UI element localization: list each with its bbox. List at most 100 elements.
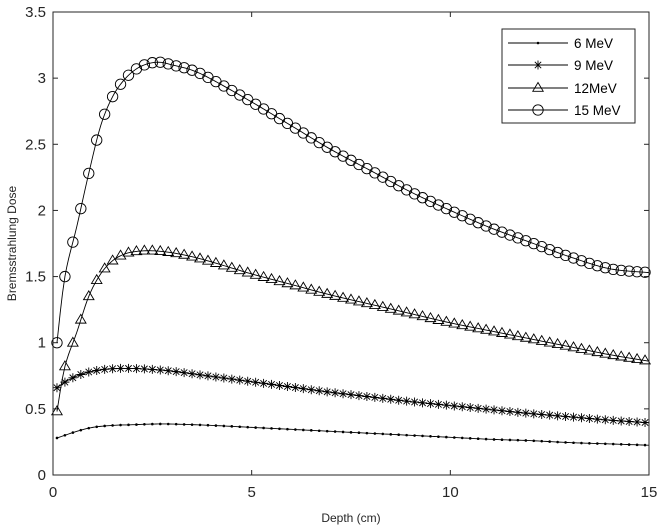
data-point <box>122 246 135 257</box>
data-point <box>257 270 270 281</box>
legend-swatch-marker <box>531 81 545 92</box>
data-point <box>162 245 175 256</box>
data-point <box>448 317 461 328</box>
data-point <box>440 202 453 215</box>
data-point <box>330 388 340 398</box>
data-point <box>162 58 174 70</box>
data-point <box>524 439 528 442</box>
data-point <box>222 424 226 428</box>
data-point <box>108 364 118 374</box>
data-point <box>631 266 643 278</box>
data-point <box>480 323 493 334</box>
data-point <box>100 364 110 374</box>
data-point <box>472 322 485 333</box>
data-point <box>241 266 254 277</box>
data-point <box>476 437 480 441</box>
y-tick-label: 0 <box>38 467 46 484</box>
data-point <box>265 272 278 284</box>
legend-label: 6 MeV <box>574 36 613 51</box>
data-point <box>548 440 551 443</box>
data-point <box>337 291 350 302</box>
data-point <box>368 298 381 310</box>
data-point <box>290 383 300 393</box>
data-point <box>63 433 67 437</box>
data-point <box>147 364 157 374</box>
data-point <box>146 57 158 69</box>
data-point <box>643 443 647 447</box>
data-point <box>551 246 564 259</box>
data-point <box>416 192 429 204</box>
y-tick-label: 1 <box>38 335 46 352</box>
data-point <box>397 433 400 437</box>
data-point <box>543 336 556 347</box>
data-point <box>389 433 393 436</box>
data-point <box>305 283 318 294</box>
data-point <box>536 240 548 253</box>
data-point <box>154 56 166 68</box>
data-point <box>186 250 199 261</box>
y-tick-label: 0.5 <box>25 401 46 418</box>
data-point <box>559 339 572 350</box>
data-point <box>591 345 604 357</box>
data-point <box>59 270 71 283</box>
legend-entry: 9 MeV <box>508 58 613 73</box>
data-point <box>71 431 75 434</box>
legend: 6 MeV 9 MeV 12MeV 15 MeV <box>501 28 636 124</box>
data-point <box>270 427 273 430</box>
data-point <box>50 405 63 416</box>
data-point <box>170 247 183 258</box>
data-point <box>362 391 372 401</box>
data-point <box>98 262 111 273</box>
data-point <box>66 336 79 347</box>
data-point <box>472 217 484 229</box>
data-point <box>123 363 133 373</box>
y-tick-label: 2 <box>38 202 46 219</box>
data-point <box>74 313 87 324</box>
data-point <box>151 422 154 426</box>
data-point <box>354 391 364 401</box>
data-point <box>559 249 572 262</box>
data-point <box>488 223 500 235</box>
data-point <box>599 347 612 358</box>
legend-swatch-marker <box>536 41 540 45</box>
data-point <box>217 259 230 270</box>
data-point <box>178 62 190 74</box>
data-point <box>119 423 122 427</box>
x-tick-label: 15 <box>641 484 658 501</box>
legend-label: 9 MeV <box>574 58 613 73</box>
data-point <box>187 369 197 379</box>
data-point <box>611 442 615 446</box>
data-point <box>615 350 628 361</box>
data-point <box>569 412 579 422</box>
data-point <box>468 437 472 440</box>
data-point <box>259 378 269 388</box>
y-axis-label: Bremsstrahlung Dose <box>5 185 19 301</box>
data-point <box>111 424 114 427</box>
data-point <box>592 414 602 424</box>
data-point <box>99 108 111 120</box>
legend-swatch-marker <box>532 104 544 116</box>
legend-box <box>501 28 636 124</box>
data-point <box>281 277 294 288</box>
data-point <box>623 351 636 362</box>
data-point <box>553 411 563 421</box>
data-point <box>143 422 146 426</box>
data-point <box>433 399 443 409</box>
data-point <box>616 416 626 426</box>
data-point <box>106 91 119 103</box>
data-point <box>400 306 413 317</box>
data-point <box>528 237 540 250</box>
series-layer <box>50 56 652 447</box>
data-point <box>84 367 94 377</box>
data-point <box>273 274 286 286</box>
data-point <box>51 337 63 349</box>
data-point <box>114 78 127 90</box>
data-point <box>492 438 496 441</box>
data-point <box>424 311 437 323</box>
data-point <box>246 425 249 429</box>
data-point <box>243 376 253 386</box>
data-point <box>497 406 507 416</box>
data-point <box>274 380 284 390</box>
data-point <box>545 410 555 420</box>
data-point <box>556 440 559 444</box>
